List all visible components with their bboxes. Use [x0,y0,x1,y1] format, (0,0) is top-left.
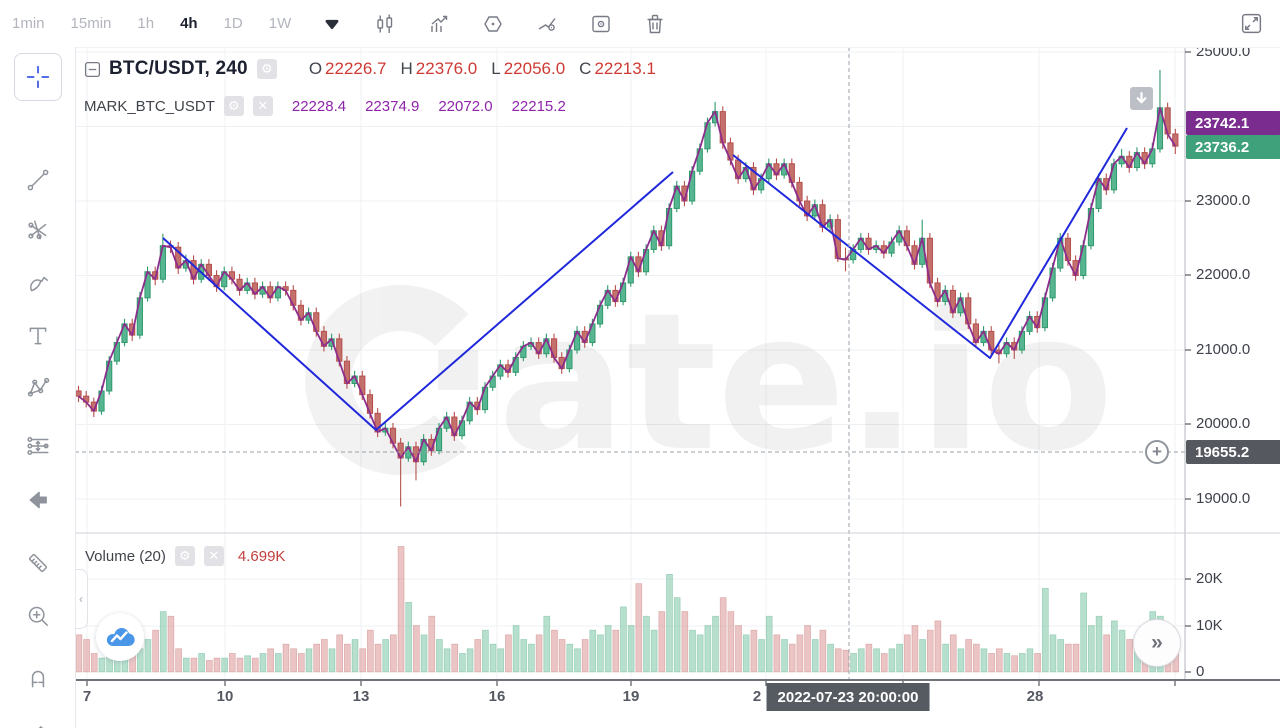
indicator-remove-icon[interactable]: ✕ [252,96,273,116]
volume-axis-label: 0 [1196,663,1205,680]
volume-settings-gear-icon[interactable]: ⚙ [174,546,195,566]
time-axis-label: 19 [622,688,640,705]
panel-eye-icon[interactable] [589,12,613,36]
close-label: C [579,59,592,78]
pencil-lock-icon [38,726,43,728]
open-value: 22226.7 [325,59,387,78]
price-axis-label: 19000.0 [1196,490,1251,507]
low-label: L [491,59,501,78]
indicator-value: 22374.9 [365,97,420,115]
indicator-name[interactable]: MARK_BTC_USDT [84,97,215,115]
crosshair-time-badge: 2022-07-23 20:00:00 [766,683,930,711]
crosshair-icon [26,65,49,89]
scroll-right-button[interactable]: » [1133,619,1181,667]
down-arrow-icon [1136,92,1147,104]
arrow-tool-button[interactable] [25,487,51,513]
gateio-watermark: ate.io [305,272,1114,493]
timeframe-1d[interactable]: 1D [223,15,243,32]
xabcd-pattern-tool-button[interactable] [25,375,51,401]
measure-tool-button[interactable] [25,550,51,576]
arrow-left-icon [29,491,47,509]
volume-remove-icon[interactable]: ✕ [203,546,224,566]
time-axis-label: 7 [82,688,92,705]
ruler-icon [28,553,47,573]
symbol-settings-gear-icon[interactable]: ⚙ [256,59,277,79]
brush-tool-button[interactable] [25,271,51,297]
low-value: 22056.0 [503,59,566,78]
text-icon [29,327,46,345]
crosshair-tool-button[interactable] [13,53,62,101]
volume-legend: Volume (20) ⚙ ✕ 4.699K [85,546,285,566]
fullscreen-icon[interactable] [1239,11,1264,36]
symbol-title[interactable]: BTC/USDT, 240 [109,58,248,79]
crossed-lines-icon [27,220,46,240]
open-label: O [308,59,323,78]
timeframe-1min[interactable]: 1min [12,15,45,32]
drawing-toolbar [0,47,76,728]
timeframe-15min[interactable]: 15min [70,15,112,32]
trendline-tool-button[interactable] [25,167,51,193]
indicator-legend: MARK_BTC_USDT ⚙ ✕ 22228.4 22374.9 22072.… [84,96,566,116]
lock-drawings-button[interactable] [25,721,51,728]
price-axis-label: 21000.0 [1196,341,1251,358]
price-axis-label: 22000.0 [1196,266,1251,283]
chart-legend: BTC/USDT, 240 ⚙ O 22226.7 H 22376.0 L 22056… [84,58,656,80]
cloud-save-button[interactable] [96,613,144,661]
minimize-pane-icon[interactable] [84,61,101,78]
ohlc-readout: O 22226.7 H 22376.0 L 22056.0 C 22213.1 [295,59,656,79]
trendline-icon [27,169,48,191]
price-axis-label: 23000.0 [1196,192,1251,209]
crosshair-price-badge: 19655.2 [1186,440,1280,464]
magnet-tool-button[interactable] [25,665,51,691]
timeframe-1w[interactable]: 1W [268,15,292,32]
forecast-icon [26,437,49,455]
volume-value: 4.699K [237,547,286,565]
hexagon-marker-icon[interactable] [481,12,505,36]
time-axis-label: 13 [352,688,370,705]
timeframe-4h[interactable]: 4h [180,15,198,32]
indicator-settings-gear-icon[interactable]: ⚙ [223,96,244,116]
volume-axis-label: 10K [1196,617,1223,634]
trash-icon[interactable] [643,12,667,36]
add-alert-button[interactable]: + [1145,440,1169,464]
time-axis-label: 28 [1026,688,1044,705]
timeframe-1h[interactable]: 1h [137,15,155,32]
indicator-price-badge: 23742.1 [1186,111,1280,135]
collapse-panel-tab[interactable]: ‹ [75,569,88,629]
volume-title[interactable]: Volume (20) [85,547,166,565]
text-tool-button[interactable] [25,323,51,349]
indicator-value: 22228.4 [291,97,347,115]
cloud-icon [106,628,135,647]
zoom-in-tool-button[interactable] [25,603,51,629]
price-axis-label: 20000.0 [1196,415,1251,432]
indicators-icon[interactable] [427,12,451,36]
high-value: 22376.0 [415,59,478,78]
last-price-badge: 23736.2 [1186,135,1280,159]
brush-icon [29,276,48,292]
time-axis-label: 16 [488,688,506,705]
time-axis-label: 10 [216,688,234,705]
top-toolbar: 1min 15min 1h 4h 1D 1W [0,0,1280,48]
forecast-tool-button[interactable] [25,433,51,459]
time-axis-label: 2 [752,688,762,705]
volume-axis-label: 20K [1196,570,1223,587]
high-label: H [400,59,413,78]
indicator-value: 22072.0 [438,97,493,115]
magnet-icon [31,670,44,688]
xabcd-pattern-icon [27,377,49,397]
hide-drawings-icon[interactable] [535,12,559,36]
zoom-in-icon [28,606,48,626]
gann-fib-tool-button[interactable] [25,217,51,243]
candlestick-style-icon[interactable] [373,12,397,36]
goto-latest-button[interactable] [1130,87,1153,110]
indicator-value: 22215.2 [511,97,566,115]
timeframe-menu-icon[interactable] [321,13,343,35]
close-value: 22213.1 [594,59,656,78]
